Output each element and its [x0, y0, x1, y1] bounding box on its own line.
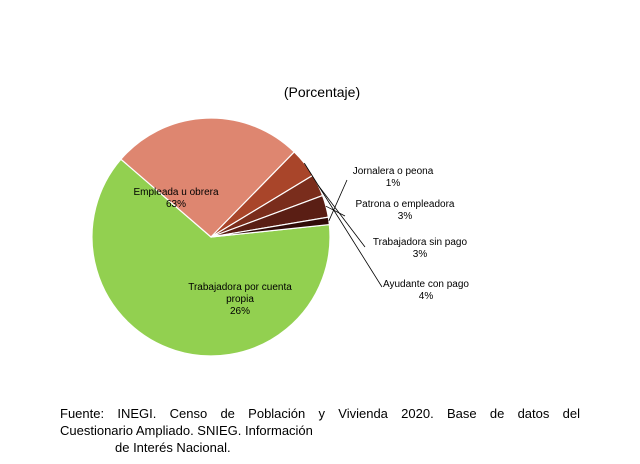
slice-name-label: Ayudante con pago — [383, 279, 469, 290]
source-note: Fuente: INEGI. Censo de Población y Vivi… — [60, 405, 580, 456]
slice-name-label: Trabajadora por cuenta — [188, 282, 292, 293]
slice-value-label: 3% — [398, 211, 413, 222]
slice-value-label: 4% — [419, 291, 434, 302]
pie-slices — [91, 117, 331, 357]
chart-subtitle: (Porcentaje) — [284, 84, 360, 100]
leader-line — [328, 179, 348, 221]
slice-name-label: Jornalera o peona — [353, 166, 434, 177]
leader-lines — [303, 162, 383, 288]
pie-slice — [120, 117, 296, 238]
slice-value-label: 3% — [413, 249, 428, 260]
pie-slice — [91, 158, 331, 357]
slice-value-label: 1% — [386, 178, 401, 189]
source-line-3: de Interés Nacional. — [115, 440, 231, 455]
pie-slice — [210, 216, 331, 238]
slice-name-label: Trabajadora sin pago — [373, 237, 468, 248]
leader-line — [325, 205, 346, 217]
source-line-1: Fuente: INEGI. Censo de Población y Vivi… — [60, 406, 580, 421]
leader-line — [303, 162, 383, 288]
slice-value-label: 63% — [166, 199, 186, 210]
source-line-2: Cuestionario Ampliado. SNIEG. Informació… — [60, 423, 313, 438]
slice-name-label: Empleada u obrera — [133, 187, 218, 198]
slice-name-label: propia — [226, 294, 254, 305]
slice-name-label: Patrona o empleadora — [356, 199, 455, 210]
slice-value-label: 26% — [230, 306, 250, 317]
leader-line — [317, 184, 366, 248]
